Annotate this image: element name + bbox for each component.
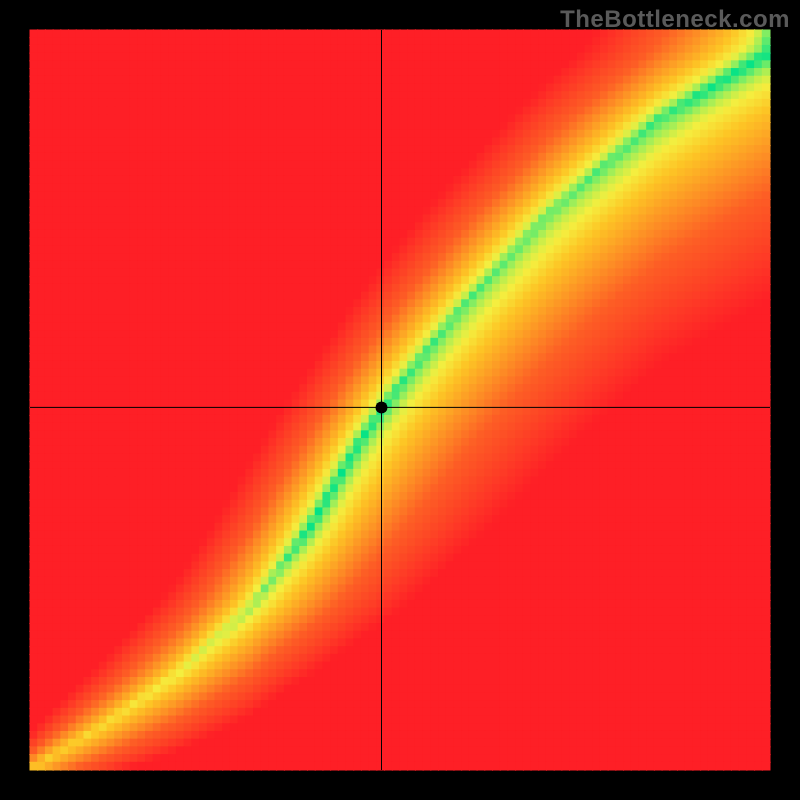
bottleneck-heatmap xyxy=(0,0,800,800)
chart-container: TheBottleneck.com xyxy=(0,0,800,800)
attribution-label: TheBottleneck.com xyxy=(560,6,790,34)
